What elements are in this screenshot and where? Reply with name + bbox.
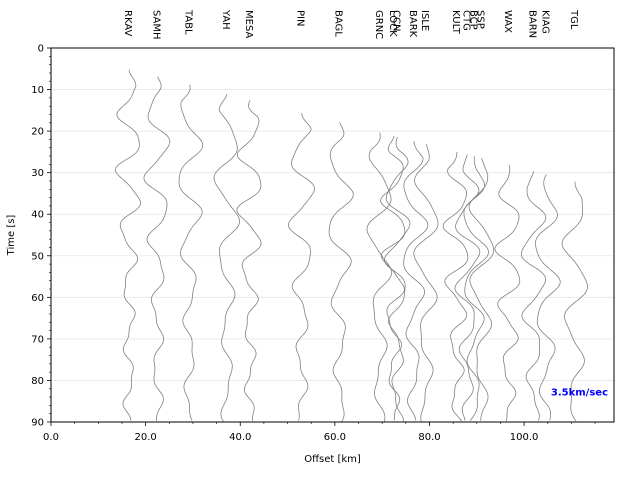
- station-label: KIAG: [539, 10, 550, 34]
- waveform-trace: [383, 136, 411, 422]
- x-tick-label: 20.0: [134, 432, 156, 443]
- waveform-trace: [535, 174, 561, 421]
- station-label: BARK: [407, 10, 418, 38]
- waveform-trace: [413, 144, 439, 422]
- y-tick-label: 50: [31, 251, 44, 262]
- waveform-trace: [494, 164, 521, 422]
- plot-frame: [50, 47, 615, 423]
- axis-ticks: 0.0 20.0 40.0 60.0 80.0 100.0 0 10 20 30 40 50 60 70 8…: [31, 44, 596, 443]
- waveform-trace: [403, 141, 429, 421]
- y-tick-label: 0: [38, 44, 44, 55]
- y-tick-label: 80: [31, 376, 44, 387]
- y-axis-label: Time [s]: [6, 215, 17, 257]
- station-label: RKAV: [122, 10, 133, 37]
- station-label: SAMH: [150, 10, 161, 40]
- station-label: BCP: [467, 10, 478, 30]
- waveform-traces: [115, 69, 588, 422]
- station-label: KULT: [450, 10, 461, 35]
- y-tick-label: 10: [31, 85, 44, 96]
- waveform-trace: [115, 69, 141, 421]
- waveform-trace: [143, 76, 171, 421]
- waveform-trace: [213, 94, 240, 422]
- waveform-trace: [328, 122, 354, 422]
- waveform-trace: [366, 132, 393, 422]
- station-label: MESA: [243, 10, 254, 38]
- station-label: CCN: [390, 10, 401, 31]
- waveform-trace: [380, 136, 406, 421]
- waveform-trace: [561, 181, 588, 422]
- y-tick-label: 20: [31, 127, 44, 138]
- waveform-trace: [520, 171, 547, 421]
- y-tick-label: 70: [31, 334, 44, 345]
- station-label: LOCK: [387, 10, 398, 37]
- x-tick-label: 0.0: [43, 432, 59, 443]
- station-label: CTG: [460, 10, 471, 31]
- y-tick-label: 40: [31, 210, 44, 221]
- station-label: WAX: [502, 10, 513, 33]
- station-label: BAGL: [333, 10, 344, 37]
- x-tick-label: 80.0: [418, 432, 440, 443]
- station-label: PIN: [295, 10, 306, 26]
- waveform-trace: [442, 151, 469, 422]
- x-tick-label: 60.0: [324, 432, 346, 443]
- y-tick-label: 30: [31, 168, 44, 179]
- x-tick-label: 40.0: [229, 432, 251, 443]
- station-label: BARN: [527, 10, 538, 38]
- x-axis-label: Offset [km]: [304, 454, 361, 465]
- waveform-trace: [288, 112, 315, 421]
- y-tick-label: 90: [31, 418, 44, 429]
- station-label: GRNC: [373, 10, 384, 39]
- waveform-trace: [468, 157, 495, 421]
- waveform-trace: [236, 99, 262, 421]
- station-label: SSP: [475, 10, 486, 29]
- station-label: ISLE: [419, 10, 430, 31]
- x-tick-label: 100.0: [510, 432, 539, 443]
- station-label: TGL: [568, 9, 579, 30]
- velocity-annotation: 3.5km/sec: [551, 388, 608, 399]
- station-label: TABL: [183, 9, 194, 35]
- station-label: YAH: [220, 9, 231, 30]
- waveform-trace: [178, 84, 204, 421]
- y-tick-label: 60: [31, 293, 44, 304]
